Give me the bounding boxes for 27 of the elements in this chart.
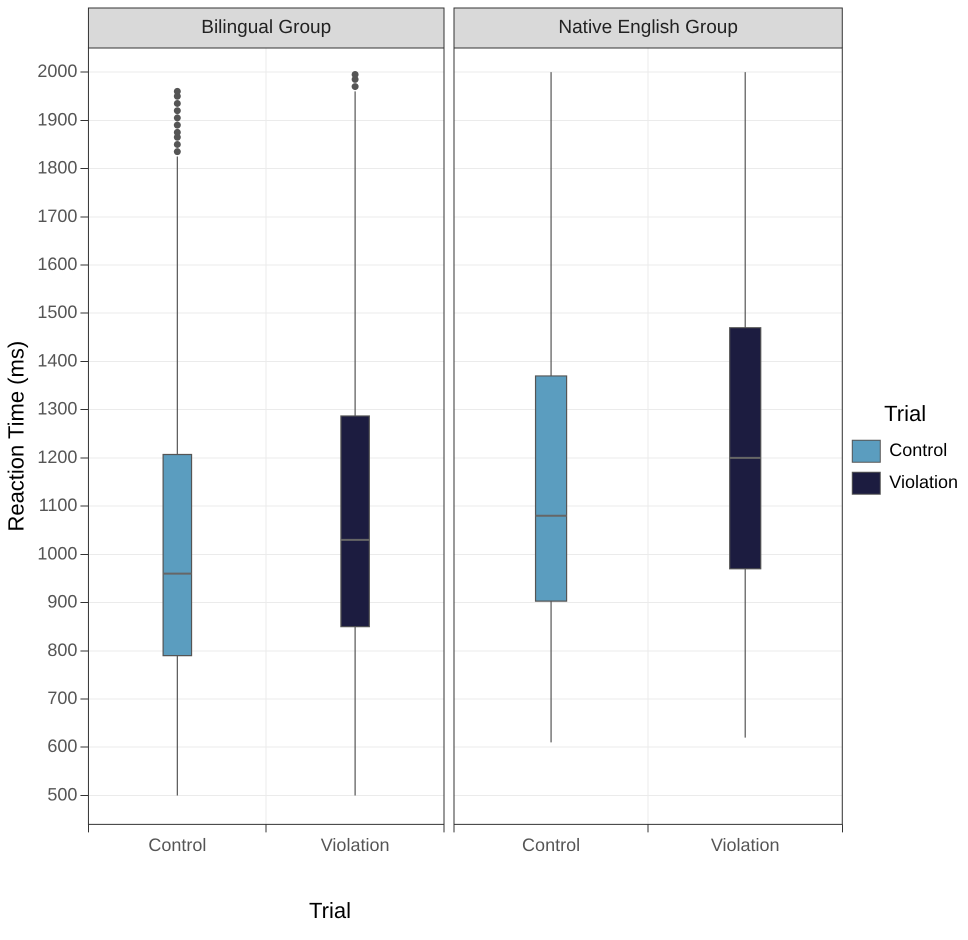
x-tick-label: Control	[522, 835, 580, 856]
y-tick-label: 1500	[37, 302, 78, 322]
y-tick-label: 1400	[37, 350, 78, 370]
y-axis-title: Reaction Time (ms)	[3, 340, 28, 532]
x-tick-label: Violation	[320, 835, 390, 856]
y-tick-label: 1600	[37, 254, 78, 274]
y-tick-label: 1900	[37, 109, 78, 130]
y-tick-label: 900	[47, 592, 78, 612]
y-tick-label: 600	[47, 736, 78, 756]
y-tick-label: 1100	[38, 495, 78, 516]
y-tick-label: 1000	[37, 543, 78, 564]
y-tick-label: 500	[47, 784, 78, 804]
chart-title: Native English Group	[558, 17, 738, 38]
legend-title: Trial	[884, 400, 926, 426]
y-tick-label: 1300	[37, 398, 78, 419]
x-axis-title: Trial	[308, 898, 352, 924]
y-tick-label: 1200	[37, 446, 78, 467]
y-tick-label: 700	[47, 688, 78, 708]
chart-title: Bilingual Group	[201, 17, 332, 38]
legend-label: Control	[889, 440, 948, 460]
x-tick-label: Violation	[710, 835, 780, 856]
legend-label: Violation	[889, 472, 958, 492]
y-tick-label: 2000	[37, 61, 78, 82]
y-tick-label: 1800	[37, 158, 78, 178]
x-tick-label: Control	[148, 835, 206, 856]
y-tick-label: 1700	[37, 206, 78, 226]
y-tick-label: 800	[47, 640, 78, 660]
